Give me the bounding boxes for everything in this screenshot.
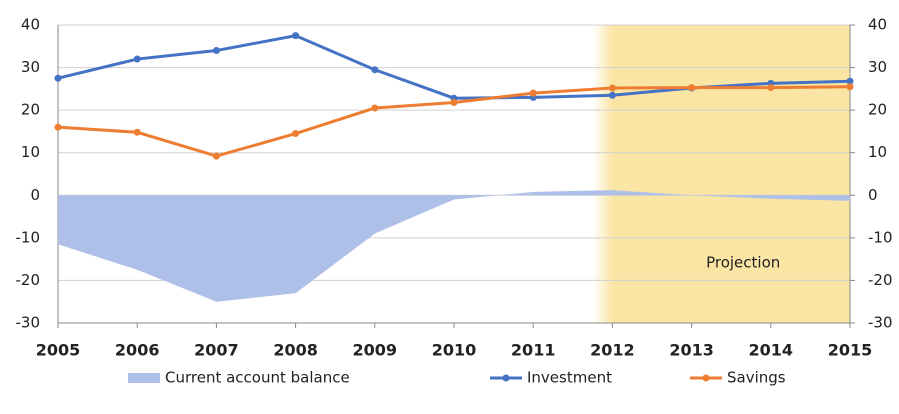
y2-tick-label: 30	[868, 58, 887, 76]
y-tick-label: 40	[21, 16, 40, 34]
y-tick-label: -30	[16, 314, 41, 332]
marker	[608, 84, 616, 92]
marker	[846, 77, 854, 85]
y-tick-label: 0	[30, 186, 40, 204]
x-tick-label: 2006	[115, 341, 160, 360]
x-tick-label: 2008	[273, 341, 318, 360]
marker	[529, 89, 537, 97]
marker	[54, 123, 62, 131]
marker	[608, 91, 616, 99]
y-tick-label: 30	[21, 58, 40, 76]
x-tick-label: 2010	[432, 341, 477, 360]
marker	[133, 128, 141, 136]
y2-tick-label: -10	[868, 228, 893, 246]
marker	[688, 84, 696, 92]
x-tick-label: 2012	[590, 341, 635, 360]
x-tick-label: 2011	[511, 341, 556, 360]
marker	[292, 32, 300, 40]
legend-label: Investment	[527, 369, 612, 387]
x-tick-label: 2007	[194, 341, 239, 360]
marker	[292, 130, 300, 138]
legend-swatch	[128, 373, 160, 383]
y2-tick-label: 10	[868, 143, 887, 161]
marker	[450, 98, 458, 106]
y-tick-label: 20	[21, 101, 40, 119]
marker	[371, 104, 379, 112]
marker	[212, 47, 220, 55]
y2-tick-label: -30	[868, 314, 893, 332]
y2-tick-label: 0	[868, 186, 878, 204]
marker	[133, 55, 141, 63]
marker	[371, 66, 379, 74]
x-tick-label: 2013	[669, 341, 714, 360]
y-tick-label: 10	[21, 143, 40, 161]
marker	[767, 84, 775, 92]
x-tick-label: 2009	[353, 341, 398, 360]
legend-label: Current account balance	[165, 369, 350, 387]
y-tick-label: -20	[16, 271, 41, 289]
projection-shade	[592, 25, 850, 323]
legend-marker	[502, 374, 510, 382]
legend-label: Savings	[727, 369, 786, 387]
marker	[212, 152, 220, 160]
projection-label: Projection	[706, 254, 780, 272]
y2-tick-label: 40	[868, 16, 887, 34]
y-tick-label: -10	[16, 228, 41, 246]
x-tick-label: 2015	[828, 341, 873, 360]
y2-tick-label: 20	[868, 101, 887, 119]
y2-tick-label: -20	[868, 271, 893, 289]
x-tick-label: 2005	[36, 341, 81, 360]
x-tick-label: 2014	[749, 341, 794, 360]
marker	[846, 83, 854, 91]
legend-marker	[702, 374, 710, 382]
marker	[54, 74, 62, 82]
area	[58, 190, 850, 302]
